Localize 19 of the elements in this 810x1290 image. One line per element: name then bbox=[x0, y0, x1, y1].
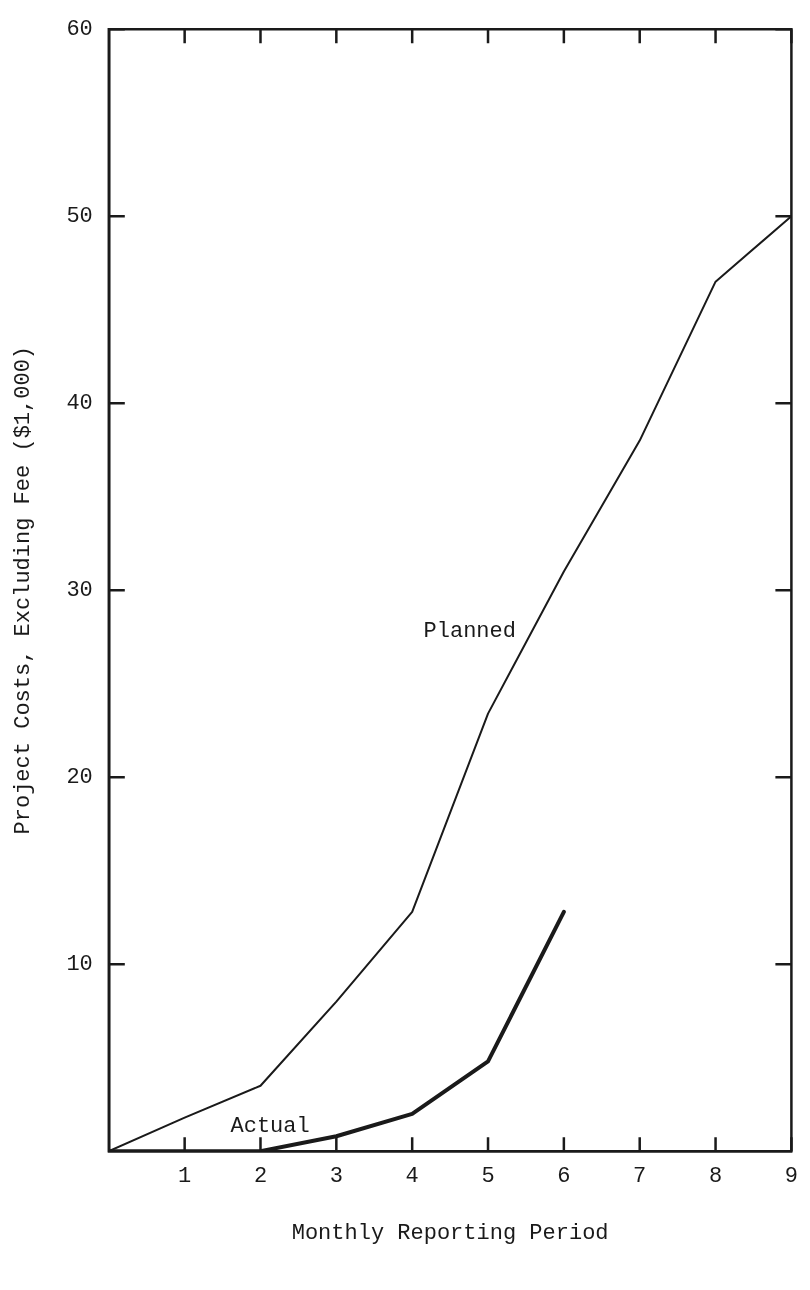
y-tick-label: 60 bbox=[66, 17, 93, 43]
x-tick-label: 2 bbox=[253, 1164, 268, 1190]
x-tick-label: 7 bbox=[633, 1164, 647, 1190]
series-label: Planned bbox=[423, 619, 516, 645]
x-tick-label: 9 bbox=[784, 1164, 798, 1190]
y-tick-label: 40 bbox=[66, 391, 93, 417]
y-axis-title: Project Costs, Excluding Fee ($1,000) bbox=[11, 345, 37, 835]
y-tick-label: 30 bbox=[66, 578, 93, 604]
y-tick-label: 20 bbox=[66, 765, 93, 791]
x-tick-label: 1 bbox=[178, 1164, 192, 1190]
x-tick-label: 5 bbox=[481, 1164, 495, 1190]
x-tick-label: 6 bbox=[557, 1164, 571, 1190]
x-tick-label: 3 bbox=[329, 1164, 343, 1190]
x-tick-label: 4 bbox=[405, 1164, 419, 1190]
y-tick-label: 50 bbox=[66, 204, 93, 230]
y-tick-label: 10 bbox=[66, 952, 93, 978]
series-label: Actual bbox=[230, 1114, 310, 1140]
x-tick-label: 8 bbox=[708, 1164, 723, 1190]
x-axis-title: Monthly Reporting Period bbox=[291, 1220, 609, 1246]
